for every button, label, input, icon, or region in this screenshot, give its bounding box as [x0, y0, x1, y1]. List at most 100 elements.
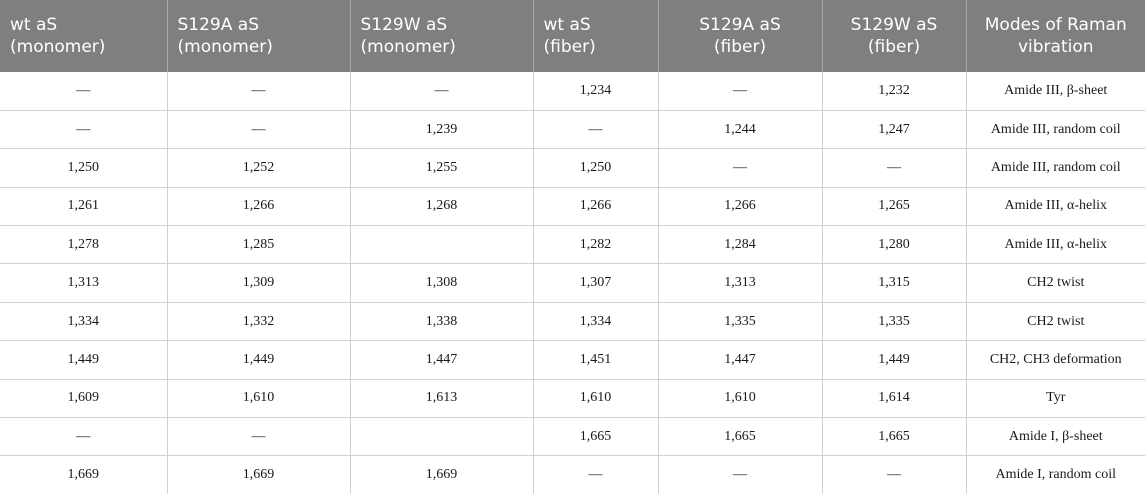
wavenumber-cell: 1,332 — [166, 302, 350, 342]
wavenumber-cell: — — [166, 72, 350, 111]
wavenumber-cell: 1,266 — [532, 187, 658, 227]
vibration-mode-cell: Tyr — [965, 379, 1145, 419]
wavenumber-cell: 1,313 — [0, 263, 167, 303]
wavenumber-cell: 1,610 — [532, 379, 658, 419]
column-header-line2: (monomer) — [360, 37, 456, 57]
table-row: — —1,665 1,665 1,665 Amide I, β-sheet — [0, 417, 1145, 457]
wavenumber-cell: 1,285 — [166, 225, 350, 265]
wavenumber-cell: 1,665 — [821, 417, 966, 457]
table-row: 1,278 1,285 1,282 1,284 1,280 Amide III, α-he… — [0, 225, 1145, 265]
vibration-mode-cell: CH2, CH3 deformation — [965, 340, 1145, 380]
column-header-line2: (monomer) — [177, 37, 273, 57]
wavenumber-cell: 1,307 — [532, 263, 658, 303]
column-header: wt aS (monomer) — [0, 0, 167, 72]
table-row: 1,609 1,610 1,613 1,610 1,610 1,614 Tyr — [0, 379, 1145, 419]
column-header-line1: S129W aS — [850, 15, 938, 35]
wavenumber-cell: 1,613 — [349, 379, 533, 419]
vibration-mode-cell: Amide III, α-helix — [965, 187, 1145, 227]
wavenumber-cell: 1,451 — [532, 340, 658, 380]
column-header-line2: vibration — [1017, 37, 1094, 57]
wavenumber-cell: — — [821, 455, 966, 494]
wavenumber-cell: 1,449 — [821, 340, 966, 380]
wavenumber-cell: 1,335 — [657, 302, 822, 342]
column-header-line1: wt aS — [10, 15, 58, 35]
wavenumber-cell: 1,278 — [0, 225, 167, 265]
wavenumber-cell: — — [166, 417, 350, 457]
vibration-mode-cell: CH2 twist — [965, 263, 1145, 303]
table-row: 1,669 1,669 1,669— — — Amide I, random coil — [0, 455, 1145, 494]
wavenumber-cell: — — [166, 110, 350, 150]
wavenumber-cell: 1,250 — [532, 148, 658, 188]
column-header: S129W aS (fiber) — [821, 0, 966, 72]
wavenumber-cell: 1,669 — [67, 467, 100, 483]
wavenumber-cell: 1,266 — [657, 187, 822, 227]
column-header: Modes of Raman vibration — [965, 0, 1145, 72]
wavenumber-cell: — — [821, 148, 966, 188]
column-header-line2: (monomer) — [10, 37, 106, 57]
wavenumber-cell: — — [532, 110, 658, 150]
wavenumber-cell: 1,449 — [0, 340, 167, 380]
wavenumber-cell: 1,665 — [532, 417, 658, 457]
wavenumber-cell: 1,309 — [166, 263, 350, 303]
wavenumber-cell: 1,335 — [821, 302, 966, 342]
wavenumber-cell: — — [657, 72, 822, 111]
wavenumber-cell: 1,610 — [166, 379, 350, 419]
vibration-mode-cell: Amide III, random coil — [965, 110, 1145, 150]
wavenumber-cell: 1,447 — [349, 340, 533, 380]
wavenumber-cell: 1,334 — [532, 302, 658, 342]
column-header-line1: Modes of Raman — [984, 15, 1127, 35]
vibration-mode-cell: Amide III, α-helix — [965, 225, 1145, 265]
column-header-line1: wt aS — [543, 15, 591, 35]
wavenumber-cell: 1,313 — [657, 263, 822, 303]
wavenumber-cell: 1,239 — [349, 110, 533, 150]
wavenumber-cell: 1,447 — [657, 340, 822, 380]
wavenumber-cell: 1,250 — [0, 148, 167, 188]
wavenumber-cell: — — [349, 72, 533, 111]
table-row: — — —1,234—1,232 Amide III, β-sheet — [0, 72, 1145, 111]
column-header-line2: (fiber) — [867, 37, 921, 57]
column-header: S129A aS (monomer) — [166, 0, 350, 72]
wavenumber-cell: 1,334 — [0, 302, 167, 342]
wavenumber-cell: — — [0, 417, 167, 457]
wavenumber-cell — [349, 417, 533, 457]
column-header: S129W aS (monomer) — [349, 0, 533, 72]
wavenumber-cell: 1,669 — [349, 455, 533, 494]
table-row: 1,313 1,309 1,308 1,307 1,313 1,315 CH2 twist — [0, 263, 1145, 303]
table-body: — — —1,234—1,232 Amide III, β-sheet — —1,239—… — [0, 72, 1145, 494]
wavenumber-cell: — — [657, 148, 822, 188]
wavenumber-cell: — — [532, 455, 658, 494]
vibration-mode-cell: Amide I, random coil — [965, 455, 1145, 494]
column-header: wt aS (fiber) — [532, 0, 658, 72]
wavenumber-cell: 1,265 — [821, 187, 966, 227]
vibration-mode-cell: Amide III, random coil — [965, 148, 1145, 188]
wavenumber-cell: 1,669 — [166, 455, 350, 494]
column-header: S129A aS (fiber) — [657, 0, 822, 72]
column-header-line2: (fiber) — [543, 37, 596, 57]
wavenumber-cell: 1,268 — [349, 187, 533, 227]
table-row: 1,261 1,266 1,268 1,266 1,266 1,265 Amide III,… — [0, 187, 1145, 227]
wavenumber-cell: 1,315 — [821, 263, 966, 303]
wavenumber-cell: — — [0, 72, 167, 111]
wavenumber-cell: 1,282 — [532, 225, 658, 265]
wavenumber-cell — [349, 225, 533, 265]
wavenumber-cell: 1,234 — [532, 72, 658, 111]
column-header-line1: S129A aS — [699, 15, 781, 35]
vibration-mode-cell: Amide III, β-sheet — [965, 72, 1145, 111]
wavenumber-cell: — — [657, 455, 822, 494]
wavenumber-cell: 1,338 — [349, 302, 533, 342]
table-header: wt aS (monomer) S129A aS (monomer) S129W aS(… — [0, 0, 1145, 72]
wavenumber-cell: 1,284 — [657, 225, 822, 265]
table-row: 1,250 1,252 1,255 1,250— — Amide III, random … — [0, 148, 1145, 188]
table-row: 1,449 1,449 1,447 1,451 1,447 1,449 CH2, CH3 d… — [0, 340, 1145, 380]
vibration-mode-cell: Amide I, β-sheet — [965, 417, 1145, 457]
wavenumber-cell: 1,255 — [349, 148, 533, 188]
wavenumber-cell: — — [0, 110, 167, 150]
wavenumber-cell: 1,665 — [657, 417, 822, 457]
wavenumber-cell: 1,252 — [166, 148, 350, 188]
wavenumber-cell: 1,614 — [821, 379, 966, 419]
wavenumber-cell: 1,449 — [166, 340, 350, 380]
wavenumber-cell: 1,609 — [0, 379, 167, 419]
column-header-line2: (fiber) — [713, 37, 767, 57]
column-header-line1: S129W aS — [360, 15, 448, 35]
wavenumber-cell: 1,244 — [657, 110, 822, 150]
